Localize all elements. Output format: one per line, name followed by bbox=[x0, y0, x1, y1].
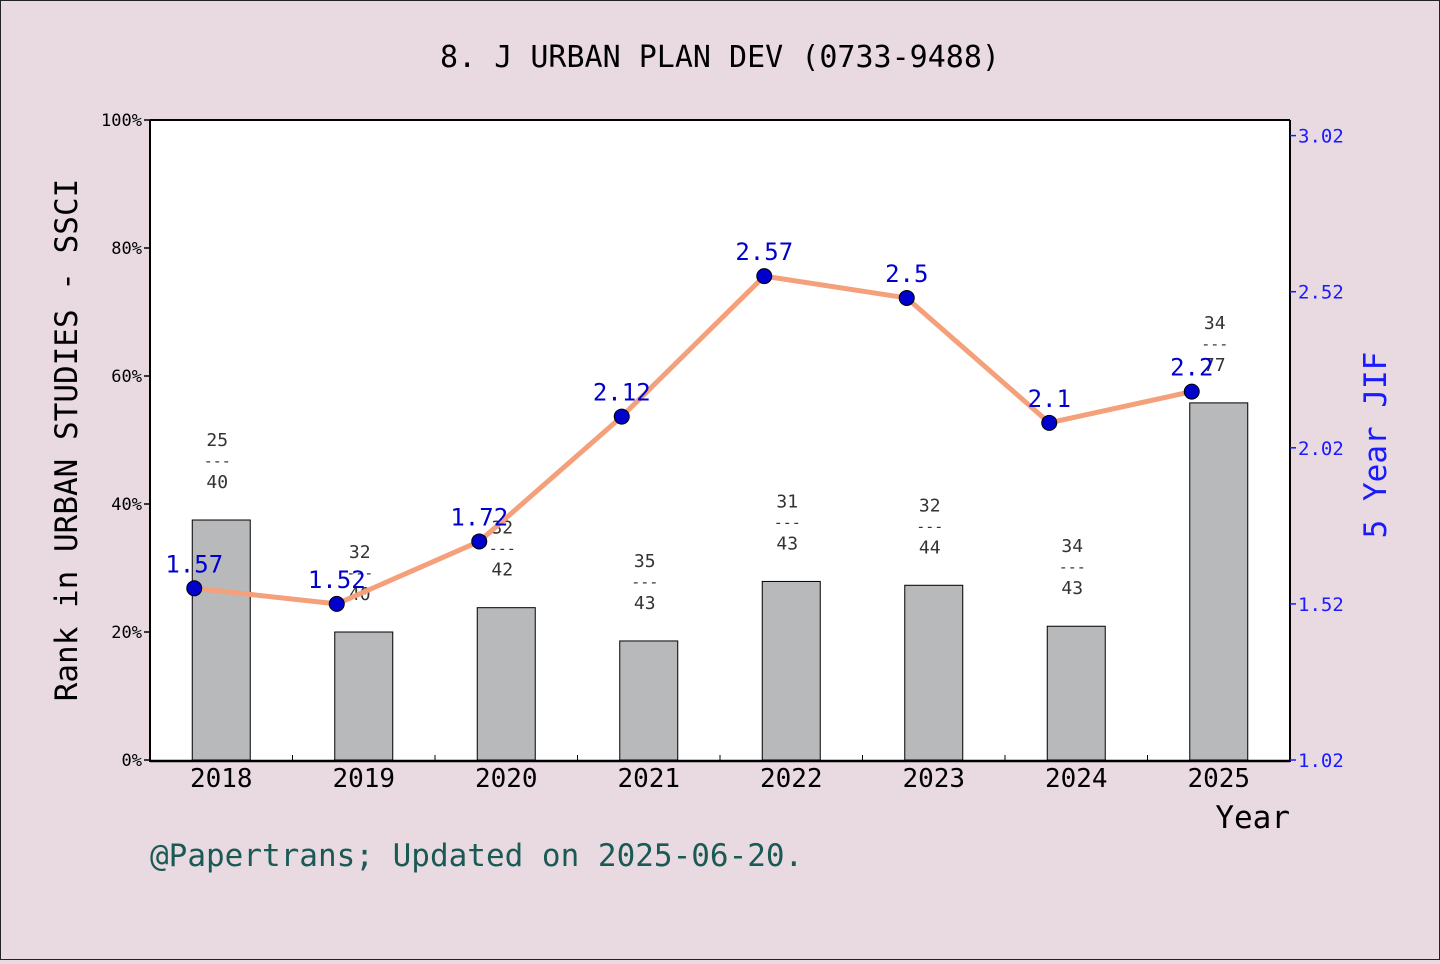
footer-note: @Papertrans; Updated on 2025-06-20. bbox=[150, 838, 803, 874]
left-tick-label: 100% bbox=[101, 111, 142, 131]
jif-point-label: 2.2 bbox=[1170, 354, 1213, 382]
bar-rank-separator: --- bbox=[489, 540, 516, 558]
jif-point bbox=[186, 580, 203, 597]
bar-rank-label: 34 bbox=[1061, 536, 1083, 557]
bar bbox=[904, 584, 964, 761]
plot-area bbox=[150, 120, 1290, 760]
bar bbox=[1046, 625, 1106, 761]
x-tick-label: 2022 bbox=[760, 764, 823, 794]
bar-rank-separator: --- bbox=[346, 564, 373, 582]
jif-point bbox=[756, 268, 773, 285]
x-tick-label: 2021 bbox=[617, 764, 680, 794]
jif-point-label: 1.52 bbox=[308, 566, 366, 594]
x-tick-label: 2020 bbox=[475, 764, 538, 794]
bar-rank-label: 25 bbox=[206, 430, 228, 451]
bar bbox=[1189, 402, 1249, 761]
left-tick-label: 60% bbox=[111, 367, 142, 387]
y2-axis-label: 5 Year JIF bbox=[1358, 352, 1394, 539]
left-tick-label: 20% bbox=[111, 623, 142, 643]
jif-point-label: 2.12 bbox=[593, 379, 651, 407]
jif-point bbox=[1183, 383, 1200, 400]
bar-rank-separator: --- bbox=[916, 517, 943, 535]
jif-point-label: 1.72 bbox=[450, 503, 508, 531]
bar-total-label: 43 bbox=[1061, 578, 1083, 599]
bar-rank-label: 32 bbox=[349, 542, 371, 563]
jif-line bbox=[193, 273, 1193, 607]
x-tick-label: 2018 bbox=[190, 764, 253, 794]
chart-title: 8. J URBAN PLAN DEV (0733-9488) bbox=[440, 40, 1000, 75]
right-tick-label: 2.52 bbox=[1298, 282, 1344, 304]
x-tick-label: 2025 bbox=[1187, 764, 1250, 794]
jif-line-series: 1.57 1.52 1.72 2.12 2.57 2.5 2.1 2.2 bbox=[165, 238, 1213, 612]
jif-point bbox=[898, 289, 915, 306]
jif-point-label: 2.57 bbox=[735, 238, 793, 266]
y-axis-label: Rank in URBAN STUDIES - SSCI bbox=[49, 179, 85, 702]
bar-rank-label: 32 bbox=[919, 495, 941, 516]
jif-point bbox=[613, 408, 630, 425]
left-axis-ticks: 0% 20% 40% 60% 80% 100% bbox=[101, 111, 150, 771]
bar-total-label: 40 bbox=[206, 472, 228, 493]
bar bbox=[476, 607, 536, 761]
bar-total-label: 44 bbox=[919, 537, 941, 558]
right-axis-ticks: 1.02 1.52 2.02 2.52 3.02 bbox=[1290, 126, 1344, 772]
right-tick-label: 1.02 bbox=[1298, 750, 1344, 772]
bar-rank-separator: --- bbox=[204, 452, 231, 470]
left-tick-label: 0% bbox=[122, 751, 142, 771]
bar bbox=[761, 580, 821, 761]
bar bbox=[619, 640, 679, 761]
bar-rank-separator: --- bbox=[1201, 335, 1228, 353]
right-tick-label: 1.52 bbox=[1298, 594, 1344, 616]
bar-rank-label: 31 bbox=[776, 491, 798, 512]
x-tick-label: 2023 bbox=[902, 764, 965, 794]
left-tick-label: 80% bbox=[111, 239, 142, 259]
bar-rank-label: 34 bbox=[1204, 313, 1226, 334]
bar-total-label: 43 bbox=[634, 593, 656, 614]
jif-point-label: 2.5 bbox=[885, 260, 928, 288]
jif-point-label: 1.57 bbox=[165, 550, 223, 578]
bar-total-label: 42 bbox=[491, 560, 513, 581]
bar-rank-label: 35 bbox=[634, 551, 656, 572]
x-tick-label: 2024 bbox=[1045, 764, 1108, 794]
right-tick-label: 3.02 bbox=[1298, 126, 1344, 148]
bar-rank-separator: --- bbox=[631, 573, 658, 591]
bar-rank-separator: --- bbox=[1059, 558, 1086, 576]
jif-point bbox=[1041, 414, 1058, 431]
x-axis-label: Year bbox=[1215, 800, 1290, 836]
x-axis-ticks: 2018 2019 2020 2021 2022 2023 2024 2025 bbox=[149, 755, 1250, 794]
jif-point bbox=[328, 595, 345, 612]
bar bbox=[334, 631, 394, 761]
bar bbox=[191, 519, 251, 761]
left-tick-label: 40% bbox=[111, 495, 142, 515]
right-tick-label: 2.02 bbox=[1298, 438, 1344, 460]
bar-total-label: 77 bbox=[1204, 355, 1226, 376]
bar-total-label: 43 bbox=[776, 533, 798, 554]
jif-point bbox=[471, 533, 488, 550]
x-tick-label: 2019 bbox=[332, 764, 395, 794]
jif-point-label: 2.1 bbox=[1028, 385, 1071, 413]
bar-rank-separator: --- bbox=[774, 513, 801, 531]
